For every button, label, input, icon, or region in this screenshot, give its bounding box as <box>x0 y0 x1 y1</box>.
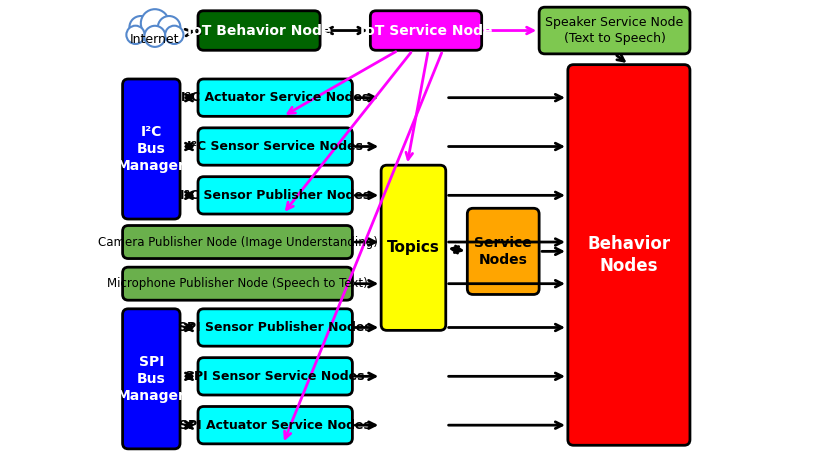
Text: SPI Actuator Service Nodes: SPI Actuator Service Nodes <box>179 419 371 432</box>
FancyBboxPatch shape <box>198 128 352 165</box>
Text: Microphone Publisher Node (Speech to Text): Microphone Publisher Node (Speech to Tex… <box>107 277 368 290</box>
FancyBboxPatch shape <box>539 7 690 54</box>
Text: I²C Sensor Publisher Nodes: I²C Sensor Publisher Nodes <box>180 189 370 202</box>
FancyBboxPatch shape <box>370 11 482 50</box>
Text: I²C Actuator Service Nodes: I²C Actuator Service Nodes <box>181 91 369 104</box>
Text: Behavior
Nodes: Behavior Nodes <box>587 235 671 275</box>
Text: I²C Sensor Service Nodes: I²C Sensor Service Nodes <box>188 140 363 153</box>
FancyBboxPatch shape <box>123 226 352 258</box>
Text: SPI Sensor Service Nodes: SPI Sensor Service Nodes <box>185 370 365 383</box>
Text: IoT Service Node: IoT Service Node <box>360 24 492 37</box>
FancyBboxPatch shape <box>568 64 690 445</box>
Circle shape <box>158 16 180 38</box>
FancyBboxPatch shape <box>123 267 352 300</box>
FancyBboxPatch shape <box>198 11 320 50</box>
Circle shape <box>144 26 165 47</box>
Text: Camera Publisher Node (Image Understanding): Camera Publisher Node (Image Understandi… <box>97 236 378 248</box>
FancyBboxPatch shape <box>198 177 352 214</box>
Text: SPI Sensor Publisher Nodes: SPI Sensor Publisher Nodes <box>179 321 372 334</box>
FancyBboxPatch shape <box>198 79 352 116</box>
FancyBboxPatch shape <box>123 79 180 219</box>
Text: SPI
Bus
Manager: SPI Bus Manager <box>117 355 186 403</box>
FancyBboxPatch shape <box>198 309 352 346</box>
FancyBboxPatch shape <box>198 358 352 395</box>
FancyBboxPatch shape <box>198 407 352 444</box>
Text: IoT Behavior Node: IoT Behavior Node <box>187 24 331 37</box>
Circle shape <box>129 16 152 38</box>
Text: I²C
Bus
Manager: I²C Bus Manager <box>117 125 186 173</box>
FancyBboxPatch shape <box>468 208 539 294</box>
Text: Service
Nodes: Service Nodes <box>474 236 532 267</box>
Text: Topics: Topics <box>387 240 440 255</box>
FancyBboxPatch shape <box>123 309 180 449</box>
Circle shape <box>141 9 169 37</box>
FancyBboxPatch shape <box>381 165 446 330</box>
Circle shape <box>165 26 183 44</box>
Text: Speaker Service Node
(Text to Speech): Speaker Service Node (Text to Speech) <box>545 16 684 45</box>
Text: Internet: Internet <box>130 33 179 46</box>
Circle shape <box>126 26 145 44</box>
